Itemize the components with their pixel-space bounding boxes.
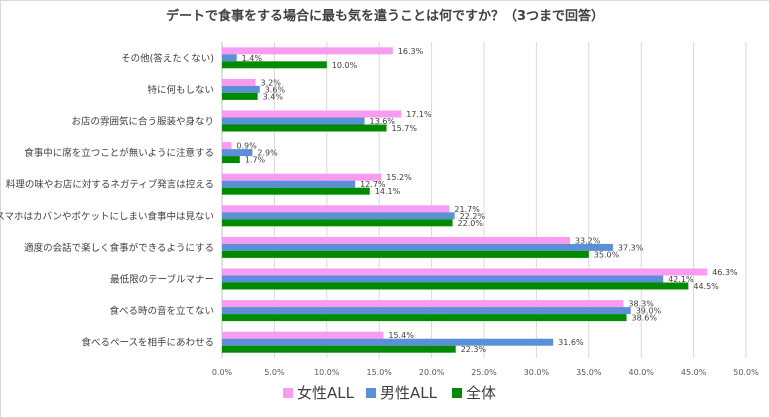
category-label: 適度の会話で楽しく食事ができるようにする [24, 242, 214, 254]
bar-male [222, 54, 237, 62]
x-tick-label: 45.0% [681, 368, 707, 377]
data-label: 1.7% [245, 156, 266, 165]
category-label: 料理の味やお店に対するネガティブ発言は控える [6, 179, 214, 191]
x-tick-label: 30.0% [524, 368, 550, 377]
data-label: 1.4% [242, 54, 263, 63]
data-label: 16.3% [398, 47, 424, 56]
data-label: 33.2% [575, 236, 601, 245]
data-label: 44.5% [693, 282, 719, 291]
data-label: 3.6% [265, 85, 286, 94]
bar-total [222, 61, 327, 69]
bar-female [222, 236, 570, 244]
data-label: 22.3% [461, 345, 487, 354]
bar-total [222, 92, 258, 100]
x-tick-label: 40.0% [628, 368, 654, 377]
bar-total [222, 282, 689, 290]
bar-male [222, 338, 554, 346]
bar-male [222, 180, 356, 188]
legend-label: 全体 [466, 384, 496, 402]
x-tick-label: 15.0% [366, 368, 392, 377]
bar-total [222, 187, 370, 195]
bar-female [222, 78, 256, 86]
data-label: 42.1% [668, 275, 694, 284]
bar-male [222, 275, 664, 283]
bar-male [222, 212, 455, 220]
legend-swatch [452, 388, 462, 398]
data-label: 13.6% [370, 117, 396, 126]
x-tick-label: 5.0% [264, 368, 285, 377]
category-label: 食べる時の音を立てない [109, 305, 214, 317]
data-label: 22.2% [460, 212, 486, 221]
legend-swatch [366, 388, 376, 398]
data-label: 12.7% [360, 180, 386, 189]
legend-swatch [283, 388, 293, 398]
category-label: 食事中に席を立つことが無いように注意する [24, 147, 214, 159]
bar-male [222, 117, 365, 125]
data-label: 15.2% [386, 173, 412, 182]
x-tick-label: 25.0% [471, 368, 497, 377]
bar-female [222, 205, 450, 213]
x-tick-label: 35.0% [576, 368, 602, 377]
legend-label: 女性ALL [297, 384, 355, 402]
data-label: 46.3% [712, 268, 738, 277]
x-tick-label: 50.0% [733, 368, 759, 377]
data-label: 35.0% [594, 250, 620, 259]
data-label: 0.9% [236, 142, 257, 151]
data-label: 15.4% [388, 331, 414, 340]
data-label: 39.0% [636, 307, 662, 316]
data-label: 38.3% [628, 300, 654, 309]
data-label: 3.4% [263, 92, 284, 101]
category-label: 食べるペースを相手にあわせる [81, 337, 214, 349]
data-label: 3.2% [261, 78, 282, 87]
category-label: 最低限のテーブルマナー [110, 274, 214, 286]
data-label: 37.3% [618, 243, 644, 252]
data-label: 21.7% [454, 205, 480, 214]
category-label: 特に何もしない [147, 84, 214, 96]
data-label: 2.9% [257, 149, 278, 158]
bar-male [222, 85, 260, 93]
legend-label: 男性ALL [380, 384, 438, 402]
bar-female [222, 300, 624, 308]
bar-male [222, 307, 631, 315]
data-label: 38.6% [632, 314, 658, 323]
x-tick-label: 0.0% [212, 368, 233, 377]
data-label: 31.6% [558, 338, 584, 347]
bar-male [222, 149, 253, 157]
chart-title: デートで食事をする場合に最も気を遣うことは何ですか？（3つまで回答） [166, 8, 604, 24]
data-label: 17.1% [406, 110, 432, 119]
data-label: 15.7% [392, 124, 418, 133]
category-label: その他(答えたくない) [121, 52, 214, 64]
bar-total [222, 124, 387, 132]
data-label: 10.0% [332, 61, 358, 70]
data-label: 22.0% [458, 219, 484, 228]
category-label: スマホはカバンやポケットにしまい食事中は見ない [0, 210, 214, 222]
bar-male [222, 243, 613, 251]
x-tick-label: 10.0% [314, 368, 340, 377]
bar-female [222, 173, 382, 181]
bar-female [222, 47, 393, 55]
category-label: お店の雰囲気に合う服装や身なり [71, 116, 214, 128]
bar-female [222, 268, 708, 276]
bar-total [222, 219, 453, 227]
bar-total [222, 345, 456, 353]
bar-female [222, 110, 402, 118]
data-label: 14.1% [375, 187, 401, 196]
x-tick-label: 20.0% [419, 368, 445, 377]
bar-female [222, 142, 232, 150]
bar-total [222, 250, 589, 258]
bar-female [222, 331, 384, 339]
bar-total [222, 156, 240, 164]
bar-total [222, 314, 627, 322]
